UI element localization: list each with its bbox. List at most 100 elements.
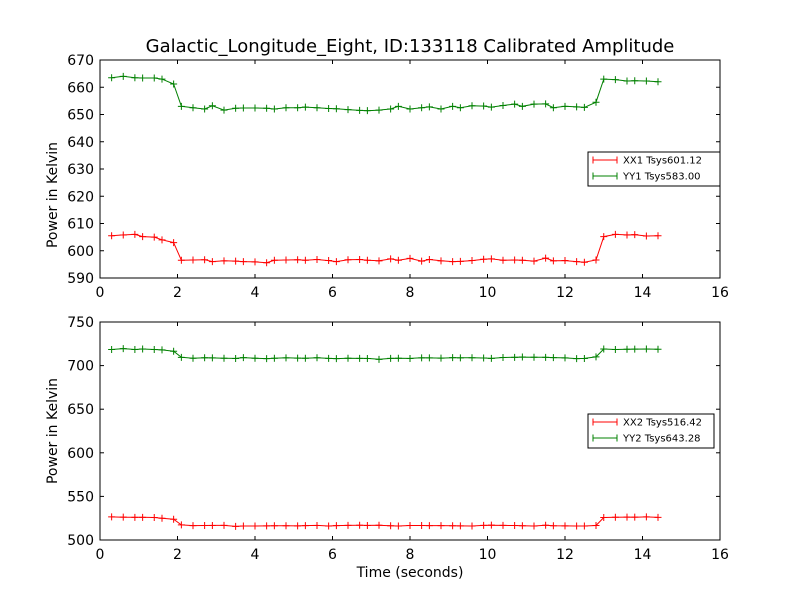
data-point [375, 355, 383, 363]
data-point [356, 521, 364, 529]
data-point [294, 354, 302, 362]
data-point [170, 515, 178, 523]
data-point [530, 100, 538, 108]
data-point [394, 102, 402, 110]
x-tick-label: 12 [556, 547, 574, 563]
data-point [642, 232, 650, 240]
data-point [487, 354, 495, 362]
data-point [592, 98, 600, 106]
data-point [623, 231, 631, 239]
data-point [611, 345, 619, 353]
data-point [592, 256, 600, 264]
data-point [282, 354, 290, 362]
data-point [394, 522, 402, 530]
data-point [561, 102, 569, 110]
data-point [150, 345, 158, 353]
data-point [189, 104, 197, 112]
data-point [201, 522, 209, 530]
data-point [313, 104, 321, 112]
y-tick-label: 700 [67, 359, 94, 375]
data-point [270, 522, 278, 530]
y-tick-label: 610 [67, 217, 94, 233]
data-point [263, 259, 271, 267]
data-point [394, 256, 402, 264]
data-point [270, 354, 278, 362]
x-tick-label: 0 [96, 285, 105, 301]
data-point [561, 257, 569, 265]
data-point [189, 256, 197, 264]
data-point [449, 522, 457, 530]
top-chart-series [108, 72, 662, 267]
data-point [119, 345, 127, 353]
legend-label: YY2 Tsys643.28 [622, 434, 701, 445]
data-point [356, 106, 364, 114]
data-point [177, 102, 185, 110]
data-point [344, 256, 352, 264]
data-point [499, 102, 507, 110]
data-point [573, 355, 581, 363]
top-chart-y-axis-label: Power in Kelvin [45, 142, 61, 248]
data-point [642, 77, 650, 85]
data-point [611, 513, 619, 521]
data-point [580, 258, 588, 266]
data-point [375, 106, 383, 114]
data-point [282, 256, 290, 264]
y-tick-label: 550 [67, 489, 94, 505]
data-point [220, 354, 228, 362]
x-tick-label: 10 [479, 547, 497, 563]
data-point [449, 354, 457, 362]
data-point [232, 522, 240, 530]
data-point [150, 74, 158, 82]
x-tick-label: 10 [479, 285, 497, 301]
data-point [468, 257, 476, 265]
legend-label: YY1 Tsys583.00 [622, 172, 701, 183]
data-point [418, 522, 426, 530]
legend-box [587, 413, 715, 449]
x-tick-label: 16 [711, 547, 729, 563]
data-point [150, 514, 158, 522]
data-point [425, 103, 433, 111]
y-tick-label: 750 [67, 315, 94, 331]
data-point [251, 258, 259, 266]
data-point [119, 231, 127, 239]
data-point [375, 521, 383, 529]
data-point [518, 353, 526, 361]
data-point [573, 258, 581, 266]
data-point [232, 104, 240, 112]
data-point [356, 354, 364, 362]
data-point [139, 74, 147, 82]
data-point [301, 522, 309, 530]
data-point [201, 256, 209, 264]
data-point [387, 255, 395, 263]
data-point [549, 104, 557, 112]
data-point [239, 522, 247, 530]
data-point [600, 345, 608, 353]
data-point [487, 521, 495, 529]
data-point [449, 102, 457, 110]
data-point [220, 521, 228, 529]
data-point [301, 103, 309, 111]
data-point [468, 102, 476, 110]
data-point [468, 354, 476, 362]
bottom-chart-ticks: 0 2 4 6 8 10 12 14 16 500 550 600 650 700 750 [67, 315, 729, 563]
data-point [561, 354, 569, 362]
data-point [313, 521, 321, 529]
data-point [542, 254, 550, 262]
data-point [208, 354, 216, 362]
top-chart: Galactic_Longitude_Eight, ID:133118 Cali… [45, 36, 729, 301]
data-point [511, 522, 519, 530]
data-point [158, 75, 166, 83]
data-point [530, 353, 538, 361]
data-point [580, 103, 588, 111]
data-point [549, 257, 557, 265]
data-point [654, 513, 662, 521]
data-point [332, 355, 340, 363]
data-point [294, 256, 302, 264]
data-point [573, 103, 581, 111]
legend-label: XX2 Tsys516.42 [623, 418, 702, 429]
x-tick-label: 2 [173, 547, 182, 563]
data-point [387, 522, 395, 530]
data-point [511, 353, 519, 361]
data-point [542, 100, 550, 108]
data-point [282, 104, 290, 112]
